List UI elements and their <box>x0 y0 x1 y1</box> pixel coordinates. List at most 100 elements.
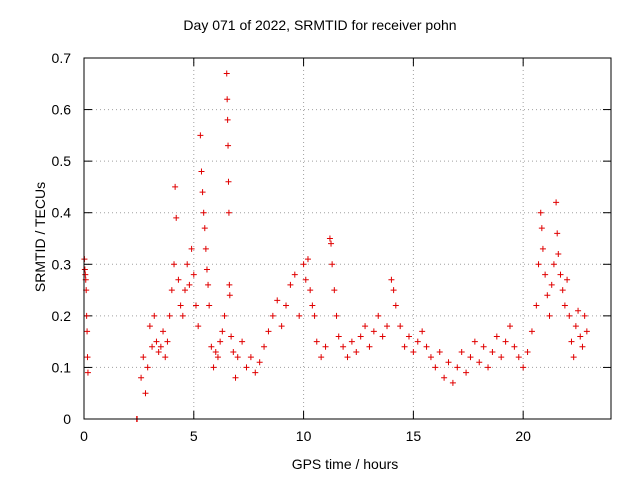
data-point <box>217 338 224 345</box>
data-point <box>458 348 465 355</box>
data-point <box>155 348 162 355</box>
y-tick-label: 0 <box>63 411 71 427</box>
data-point <box>225 178 232 185</box>
data-point <box>564 276 571 283</box>
data-point <box>480 343 487 350</box>
data-point <box>243 364 250 371</box>
y-tick-label: 0.1 <box>52 359 72 375</box>
data-point <box>313 338 320 345</box>
data-point <box>149 343 156 350</box>
data-point <box>166 312 173 319</box>
x-tick-label: 0 <box>80 428 88 444</box>
data-point <box>384 323 391 330</box>
data-point <box>160 328 167 335</box>
data-point <box>202 245 209 252</box>
data-point <box>476 359 483 366</box>
data-point <box>208 343 215 350</box>
data-point <box>162 354 169 361</box>
data-point <box>544 292 551 299</box>
data-point <box>533 302 540 309</box>
data-point <box>153 338 160 345</box>
data-point <box>388 276 395 283</box>
data-point <box>568 338 575 345</box>
data-point <box>348 338 355 345</box>
data-point <box>278 323 285 330</box>
data-point <box>463 369 470 376</box>
data-point <box>223 70 230 77</box>
data-point <box>188 245 195 252</box>
data-point <box>548 281 555 288</box>
data-point <box>184 261 191 268</box>
x-tick-label: 10 <box>296 428 312 444</box>
data-point <box>261 343 268 350</box>
data-point <box>535 261 542 268</box>
data-point <box>326 235 333 242</box>
x-axis-ticks: 0 5 10 15 20 <box>80 58 531 444</box>
data-point <box>502 338 509 345</box>
data-point <box>84 354 91 361</box>
x-tick-label: 5 <box>190 428 198 444</box>
y-tick-label: 0.7 <box>52 50 72 66</box>
data-point <box>173 214 180 221</box>
data-point <box>344 354 351 361</box>
data-point <box>322 343 329 350</box>
data-point <box>583 328 590 335</box>
y-tick-label: 0.5 <box>52 153 72 169</box>
data-point <box>175 276 182 283</box>
data-point <box>485 364 492 371</box>
data-points <box>81 70 590 422</box>
data-point <box>379 333 386 340</box>
data-point <box>539 245 546 252</box>
data-point <box>252 369 259 376</box>
data-point <box>228 333 235 340</box>
x-tick-label: 15 <box>406 428 422 444</box>
data-point <box>287 281 294 288</box>
x-tick-label: 20 <box>515 428 531 444</box>
data-point <box>230 348 237 355</box>
data-point <box>471 338 478 345</box>
data-point <box>200 209 207 216</box>
data-point <box>239 338 246 345</box>
data-point <box>186 281 193 288</box>
data-point <box>423 343 430 350</box>
data-point <box>219 328 226 335</box>
data-point <box>353 348 360 355</box>
data-point <box>84 369 91 376</box>
data-point <box>333 312 340 319</box>
data-point <box>581 312 588 319</box>
data-point <box>291 271 298 278</box>
data-point <box>329 261 336 268</box>
data-point <box>151 312 158 319</box>
data-point <box>199 189 206 196</box>
data-point <box>190 271 197 278</box>
data-point <box>225 142 232 149</box>
data-point <box>542 271 549 278</box>
data-point <box>550 261 557 268</box>
data-point <box>203 266 210 273</box>
y-axis-ticks: 0 0.1 0.2 0.3 0.4 0.5 0.6 0.7 <box>52 50 611 427</box>
data-point <box>340 343 347 350</box>
data-point <box>432 364 439 371</box>
data-point <box>577 333 584 340</box>
data-point <box>138 374 145 381</box>
plot-frame <box>83 57 612 420</box>
data-point <box>206 302 213 309</box>
y-tick-label: 0.2 <box>52 308 72 324</box>
data-point <box>390 287 397 294</box>
data-point <box>572 323 579 330</box>
data-point <box>559 287 566 294</box>
data-point <box>362 323 369 330</box>
data-point <box>579 343 586 350</box>
data-point <box>309 302 316 309</box>
data-point <box>82 271 89 278</box>
data-point <box>566 312 573 319</box>
data-point <box>419 328 426 335</box>
data-point <box>366 343 373 350</box>
data-point <box>269 312 276 319</box>
data-point <box>232 374 239 381</box>
data-point <box>538 225 545 232</box>
data-point <box>554 230 561 237</box>
data-point <box>553 199 560 206</box>
y-tick-label: 0.6 <box>52 102 72 118</box>
y-tick-label: 0.4 <box>52 205 72 221</box>
